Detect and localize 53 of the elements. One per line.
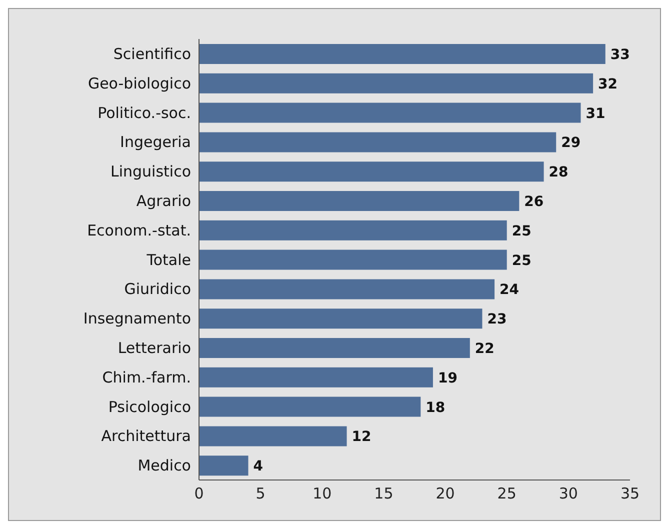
- bar: [199, 132, 556, 152]
- x-tick-label: 20: [436, 484, 455, 503]
- data-label: 33: [610, 46, 630, 63]
- data-label: 22: [474, 340, 494, 357]
- bar: [199, 367, 433, 388]
- bar: [199, 308, 482, 329]
- y-tick-label: Medico: [138, 456, 191, 475]
- bar: [199, 250, 507, 270]
- data-label: 24: [500, 282, 520, 298]
- bar: [199, 396, 421, 417]
- bar: [199, 73, 594, 94]
- bar: [199, 426, 347, 446]
- bar: [199, 338, 470, 358]
- x-tick-label: 15: [374, 484, 394, 503]
- y-tick-label: Geo-biologico: [88, 74, 191, 92]
- x-tick-label: 0: [194, 484, 204, 503]
- data-label: 12: [352, 429, 372, 446]
- y-tick-label: Econom.-stat.: [87, 221, 191, 240]
- bar: [199, 191, 520, 211]
- y-tick-label: Politico.-soc.: [98, 104, 191, 122]
- y-tick-label: Ingegeria: [120, 133, 191, 152]
- data-label: 23: [487, 312, 507, 328]
- x-tick-label: 25: [497, 484, 516, 503]
- y-tick-label: Architettura: [101, 427, 191, 446]
- bar: [199, 102, 581, 123]
- data-label: 19: [438, 370, 458, 386]
- y-tick-label: Totale: [146, 250, 191, 269]
- y-tick-label: Letterario: [118, 339, 191, 358]
- x-tick-label: 30: [558, 484, 578, 503]
- y-tick-label: Scientifico: [113, 45, 191, 64]
- data-label: 26: [524, 194, 544, 210]
- bar: [199, 44, 606, 64]
- x-tick-label: 35: [620, 484, 640, 503]
- bar: [199, 456, 248, 476]
- y-tick-label: Chim.-farm.: [102, 368, 191, 386]
- data-label: 18: [426, 400, 446, 416]
- data-label: 32: [598, 76, 618, 92]
- data-label: 31: [586, 106, 606, 122]
- y-tick-label: Agrario: [136, 192, 191, 210]
- data-label: 4: [253, 458, 264, 475]
- bar: [199, 220, 507, 240]
- y-tick-label: Giuridico: [124, 280, 191, 298]
- data-label: 29: [561, 135, 581, 152]
- x-tick-label: 5: [256, 484, 266, 503]
- data-label: 28: [548, 164, 568, 181]
- y-tick-label: Linguistico: [110, 162, 191, 181]
- x-tick-label: 10: [312, 484, 332, 503]
- y-tick-label: Psicologico: [108, 398, 191, 416]
- bar: [199, 162, 544, 182]
- data-label: 25: [512, 252, 532, 269]
- y-tick-label: Insegnamento: [83, 310, 191, 328]
- data-label: 25: [512, 223, 532, 240]
- bar: [199, 279, 495, 300]
